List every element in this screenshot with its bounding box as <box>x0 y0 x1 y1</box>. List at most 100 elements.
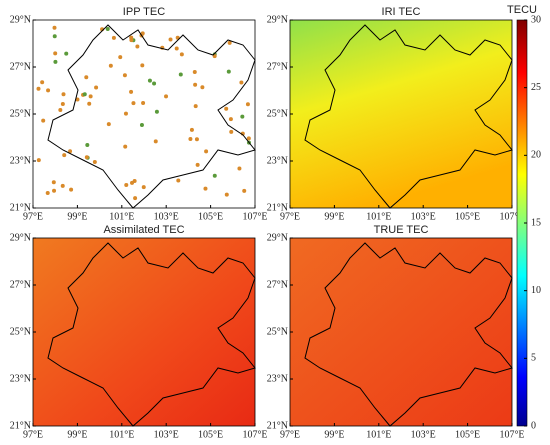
ipp-point <box>237 166 242 171</box>
ipp-point <box>135 44 140 49</box>
y-tick-label: 27°N <box>267 61 288 72</box>
x-tick-label: 107°E <box>499 429 524 440</box>
ipp-point <box>224 192 229 197</box>
x-tick-label: 107°E <box>499 211 524 222</box>
ipp-point <box>75 97 80 102</box>
y-tick-label: 27°N <box>10 279 31 290</box>
x-tick-label: 103°E <box>154 211 179 222</box>
ipp-point <box>227 40 232 45</box>
ipp-point <box>40 80 45 85</box>
y-tick-label: 23°N <box>267 373 288 384</box>
panel-title: IPP TEC <box>123 6 165 18</box>
x-tick-label: 97°E <box>23 429 43 440</box>
ipp-point <box>179 52 184 57</box>
ipp-point <box>60 101 65 106</box>
ipp-point <box>84 75 89 80</box>
y-tick-label: 23°N <box>10 373 31 384</box>
ipp-point <box>94 85 99 90</box>
ipp-point <box>228 117 233 122</box>
x-tick-label: 105°E <box>455 429 480 440</box>
colorbar-tick-label: 10 <box>531 285 541 296</box>
x-tick-label: 101°E <box>109 429 134 440</box>
ipp-point <box>212 173 217 178</box>
ipp-point <box>51 180 56 185</box>
ipp-point <box>174 46 179 51</box>
y-tick-label: 29°N <box>267 14 288 25</box>
x-tick-label: 103°E <box>411 211 436 222</box>
y-tick-label: 21°N <box>10 202 31 213</box>
ipp-point <box>87 101 92 106</box>
map-panel: IPP TEC 97°E 99°E 101°E 103°E 105°E 107°E 21°N 2… <box>10 6 268 222</box>
ipp-point <box>62 153 67 158</box>
x-tick-label: 105°E <box>198 211 223 222</box>
x-tick-label: 101°E <box>109 211 134 222</box>
ipp-point <box>124 182 129 187</box>
colorbar-label: TECU <box>507 4 537 16</box>
colorbar-tick-label: 25 <box>531 82 541 93</box>
y-tick-label: 29°N <box>10 14 31 25</box>
ipp-point <box>123 144 128 149</box>
y-tick-label: 25°N <box>267 326 288 337</box>
ipp-point <box>164 94 169 99</box>
x-tick-label: 101°E <box>366 429 391 440</box>
ipp-point <box>129 35 134 40</box>
ipp-point <box>212 54 217 59</box>
y-tick-label: 21°N <box>267 202 288 213</box>
colorbar-tick-label: 20 <box>531 150 541 161</box>
ipp-point <box>133 196 138 201</box>
colorbar-tick-label: 0 <box>531 420 536 431</box>
ipp-point <box>203 186 208 191</box>
map-field <box>290 238 512 426</box>
x-tick-label: 105°E <box>198 429 223 440</box>
ipp-point <box>200 85 205 90</box>
panel-title: Assimilated TEC <box>103 224 184 236</box>
y-tick-label: 25°N <box>267 108 288 119</box>
ipp-point <box>122 73 127 78</box>
ipp-point <box>139 122 144 127</box>
ipp-point <box>176 178 181 183</box>
ipp-point <box>123 111 128 116</box>
ipp-point <box>147 78 152 83</box>
y-tick-label: 23°N <box>10 155 31 166</box>
ipp-point <box>61 92 66 97</box>
y-tick-label: 21°N <box>10 420 31 431</box>
ipp-point <box>246 136 251 141</box>
ipp-point <box>45 191 50 196</box>
map-panel: Assimilated TEC 97°E 99°E 101°E 103°E 105°E 10… <box>10 224 268 440</box>
ipp-point <box>111 35 116 40</box>
ipp-point <box>36 86 41 91</box>
ipp-point <box>154 109 159 114</box>
ipp-point <box>84 155 89 160</box>
y-tick-label: 23°N <box>267 155 288 166</box>
ipp-point <box>242 188 247 193</box>
y-tick-label: 25°N <box>10 108 31 119</box>
ipp-point <box>118 55 123 60</box>
ipp-point <box>130 180 135 185</box>
ipp-point <box>229 129 234 134</box>
colorbar-tick-label: 30 <box>531 14 541 25</box>
map-field <box>33 20 255 208</box>
ipp-point <box>140 63 145 68</box>
ipp-point <box>141 100 146 105</box>
x-tick-label: 97°E <box>23 211 43 222</box>
colorbar-tick-label: 15 <box>531 217 541 228</box>
panel-title: IRI TEC <box>382 6 421 18</box>
colorbar-tick-label: 5 <box>531 353 536 364</box>
ipp-point <box>53 59 58 64</box>
ipp-point <box>53 51 58 56</box>
ipp-point <box>36 158 41 163</box>
x-tick-label: 103°E <box>411 429 436 440</box>
map-field <box>290 20 512 208</box>
x-tick-label: 105°E <box>455 211 480 222</box>
x-tick-label: 97°E <box>280 429 300 440</box>
ipp-point <box>141 185 146 190</box>
ipp-point <box>193 104 198 109</box>
x-tick-label: 107°E <box>242 429 267 440</box>
x-tick-label: 107°E <box>242 211 267 222</box>
ipp-point <box>153 139 158 144</box>
ipp-point <box>194 137 199 142</box>
panel-title: TRUE TEC <box>374 224 429 236</box>
ipp-point <box>178 72 183 77</box>
ipp-point <box>69 187 74 192</box>
